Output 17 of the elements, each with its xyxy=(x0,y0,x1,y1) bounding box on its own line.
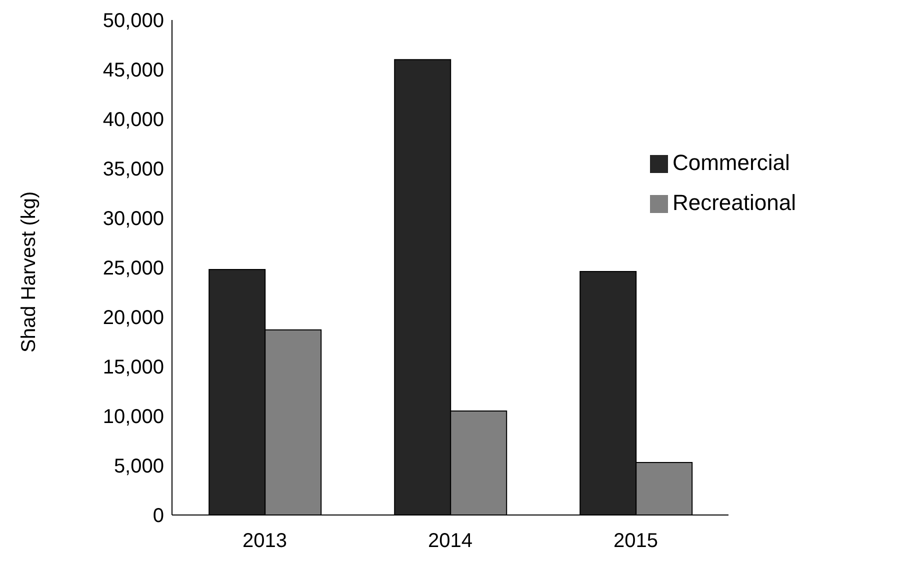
legend-label: Commercial xyxy=(672,150,790,175)
y-tick-label: 20,000 xyxy=(102,307,164,330)
y-tick-label: 45,000 xyxy=(102,60,164,82)
legend-label: Recreational xyxy=(672,190,796,215)
y-tick-label: 10,000 xyxy=(102,406,164,428)
x-tick-label: 2015 xyxy=(613,530,658,552)
y-tick-label: 0 xyxy=(152,505,164,528)
x-tick-label: 2013 xyxy=(242,530,287,552)
y-tick-label: 50,000 xyxy=(102,10,164,32)
y-tick-label: 25,000 xyxy=(102,258,164,280)
x-tick-label: 2014 xyxy=(428,530,472,552)
y-tick-label: 5,000 xyxy=(114,456,164,478)
y-axis-title: Shad Harvest (kg) xyxy=(18,191,40,352)
y-tick-label: 15,000 xyxy=(102,356,164,379)
y-tick-label: 35,000 xyxy=(102,158,164,181)
y-tick-label: 40,000 xyxy=(102,109,164,132)
y-tick-label: 30,000 xyxy=(102,208,164,230)
